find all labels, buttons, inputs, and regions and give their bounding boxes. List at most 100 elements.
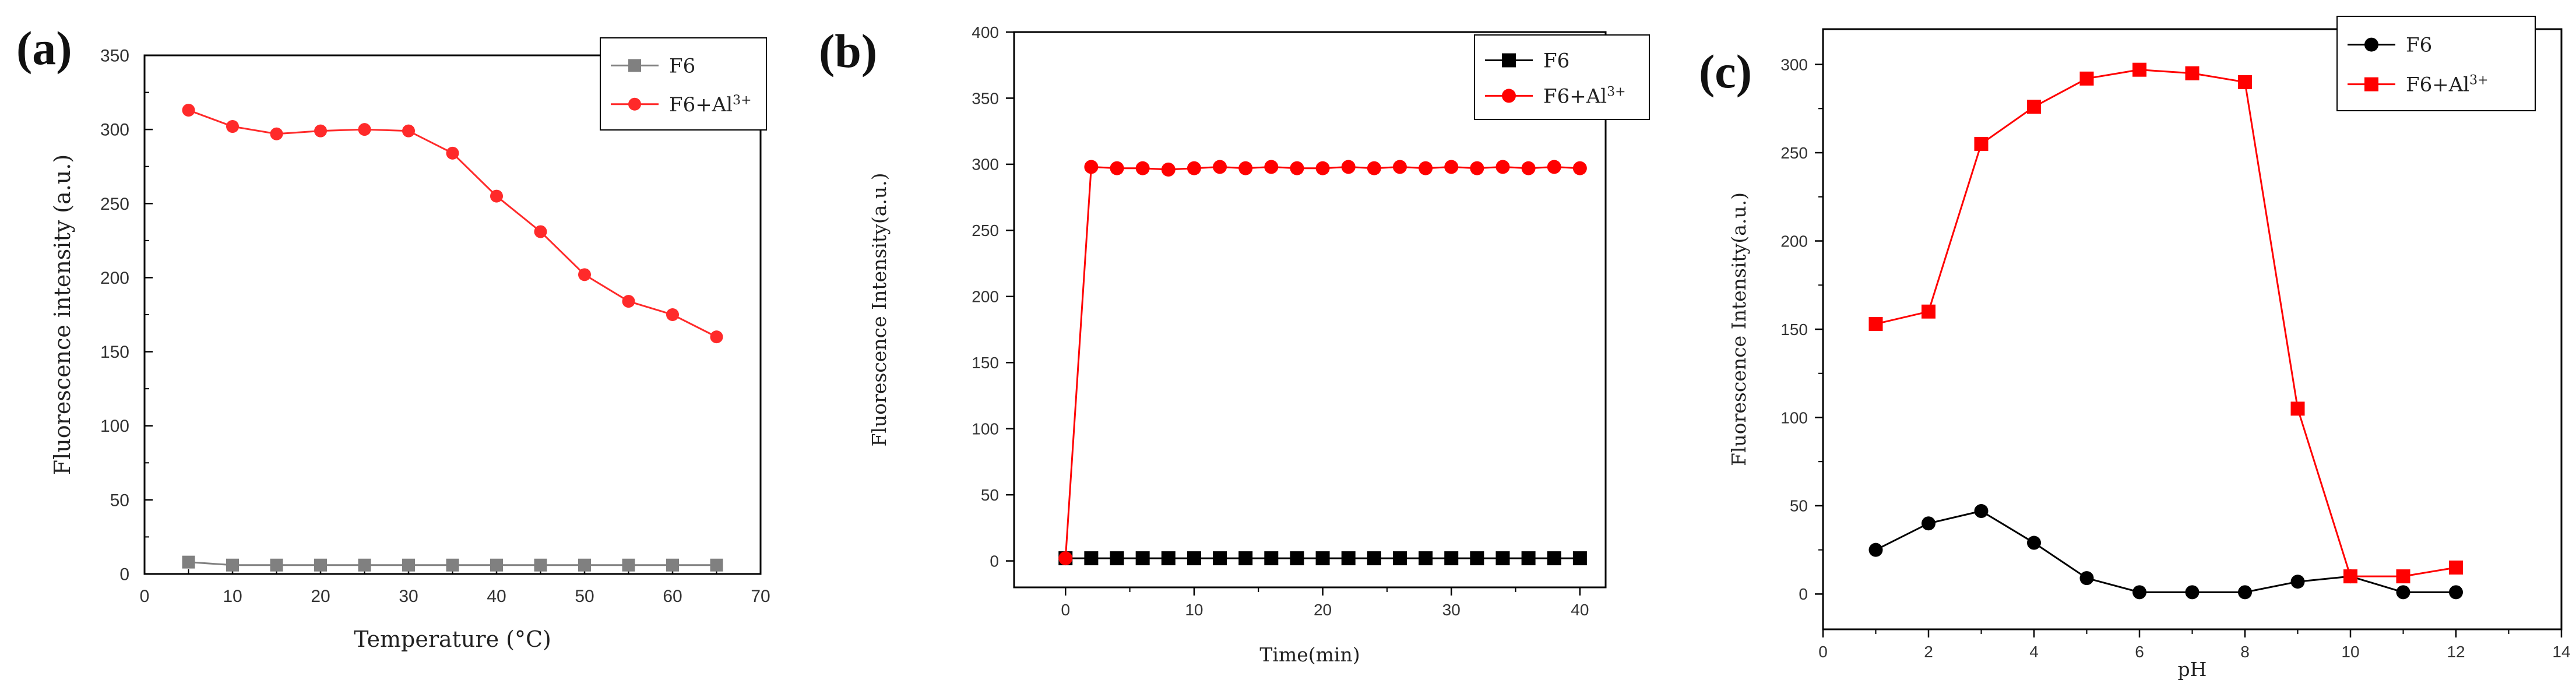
data-point <box>1161 162 1176 177</box>
y-tick-label: 0 <box>119 565 129 584</box>
y-tick-label: 0 <box>1799 585 1808 603</box>
data-point <box>2449 585 2463 600</box>
legend-box <box>2336 16 2536 111</box>
data-point <box>1495 160 1510 174</box>
data-point <box>2238 585 2252 600</box>
data-point <box>622 295 635 308</box>
x-tick-label: 30 <box>1442 601 1461 619</box>
data-point <box>490 189 503 203</box>
data-point <box>534 558 547 572</box>
data-point <box>1419 551 1433 566</box>
data-point <box>1521 161 1536 175</box>
data-point <box>1521 551 1536 566</box>
data-point <box>270 558 283 572</box>
data-point <box>1161 551 1176 566</box>
chart-panel-1: (a) 0 10 20 30 40 50 60 70 0 50 100 150 200 250 300 350 T… <box>16 22 770 652</box>
series-2 <box>1058 160 1587 566</box>
y-tick-label: 250 <box>972 221 999 239</box>
data-point <box>1084 551 1099 566</box>
data-point <box>1572 551 1587 566</box>
data-point <box>1341 551 1356 566</box>
legend-box <box>600 37 767 131</box>
data-point <box>1264 551 1279 566</box>
legend-marker <box>628 59 641 72</box>
series-2 <box>182 104 723 344</box>
data-point <box>1135 161 1150 175</box>
data-point <box>226 120 239 133</box>
y-tick-label: 150 <box>972 354 999 372</box>
data-point <box>446 558 459 572</box>
legend-entry: F6 <box>2406 34 2432 57</box>
legend-marker <box>2364 37 2378 52</box>
plot-frame <box>1822 28 2563 630</box>
legend-marker <box>1502 89 1516 103</box>
y-axis-label: Fluorescence Intensity(a.u.) <box>1727 192 1750 466</box>
data-point <box>358 558 371 572</box>
y-tick-label: 250 <box>1780 144 1808 162</box>
x-tick-label: 14 <box>2552 643 2570 661</box>
data-point <box>270 127 283 140</box>
series-line <box>188 109 717 338</box>
x-tick-label: 40 <box>487 587 506 606</box>
data-point <box>2449 560 2463 575</box>
data-point <box>226 558 239 572</box>
data-point <box>2027 100 2041 114</box>
data-point <box>1213 160 1227 174</box>
series-1 <box>1868 504 2463 600</box>
y-tick-label: 200 <box>972 288 999 306</box>
data-point <box>2238 75 2252 89</box>
series-1 <box>1058 551 1587 566</box>
data-point <box>2396 585 2410 600</box>
x-tick-label: 70 <box>751 587 770 606</box>
data-point <box>1974 504 1989 519</box>
data-point <box>1868 316 1883 331</box>
data-point <box>1187 551 1201 566</box>
y-tick-label: 150 <box>1780 320 1808 339</box>
x-tick-label: 0 <box>1818 643 1828 661</box>
x-tick-label: 50 <box>575 587 594 606</box>
y-tick-label: 400 <box>972 23 999 41</box>
x-tick-label: 4 <box>2029 643 2039 661</box>
y-tick-label: 0 <box>990 552 999 570</box>
chart-panel-2: (b)0 10 20 30 40050100150200250300350400Time… <box>819 23 1650 666</box>
data-point <box>402 558 415 572</box>
y-tick-label: 350 <box>100 47 129 66</box>
y-tick-label: 200 <box>1780 232 1808 250</box>
data-point <box>1444 160 1459 174</box>
panel-label: (b) <box>819 24 877 77</box>
data-point <box>1470 551 1484 566</box>
y-axis-label: Fluorescence Intensity(a.u.) <box>868 173 891 447</box>
data-point <box>358 123 371 136</box>
x-tick-label: 6 <box>2135 643 2144 661</box>
data-point <box>1547 160 1561 174</box>
data-point <box>314 124 327 138</box>
x-tick-label: 12 <box>2447 643 2465 661</box>
y-tick-label: 300 <box>100 121 129 140</box>
data-point <box>1444 551 1459 566</box>
legend-marker <box>628 97 641 111</box>
data-point <box>1547 551 1561 566</box>
data-point <box>1572 161 1587 175</box>
data-point <box>2290 401 2305 416</box>
data-point <box>1315 161 1330 175</box>
data-point <box>1974 136 1989 151</box>
data-point <box>1315 551 1330 566</box>
data-point <box>1238 551 1253 566</box>
legend-entry: F6+Al3+ <box>669 93 752 117</box>
y-tick-label: 150 <box>100 343 129 362</box>
data-point <box>1367 161 1381 175</box>
data-point <box>2132 62 2146 77</box>
data-point <box>490 558 503 572</box>
data-point <box>1922 304 1935 319</box>
data-point <box>1110 551 1124 566</box>
x-axis-label: pH <box>2178 658 2207 681</box>
data-point <box>710 330 723 344</box>
y-tick-label: 100 <box>100 417 129 436</box>
series-2 <box>1868 62 2463 584</box>
data-point <box>1341 160 1356 174</box>
y-tick-label: 300 <box>972 156 999 174</box>
data-point <box>2185 66 2200 80</box>
x-axis-label: Temperature (°C) <box>354 626 551 652</box>
